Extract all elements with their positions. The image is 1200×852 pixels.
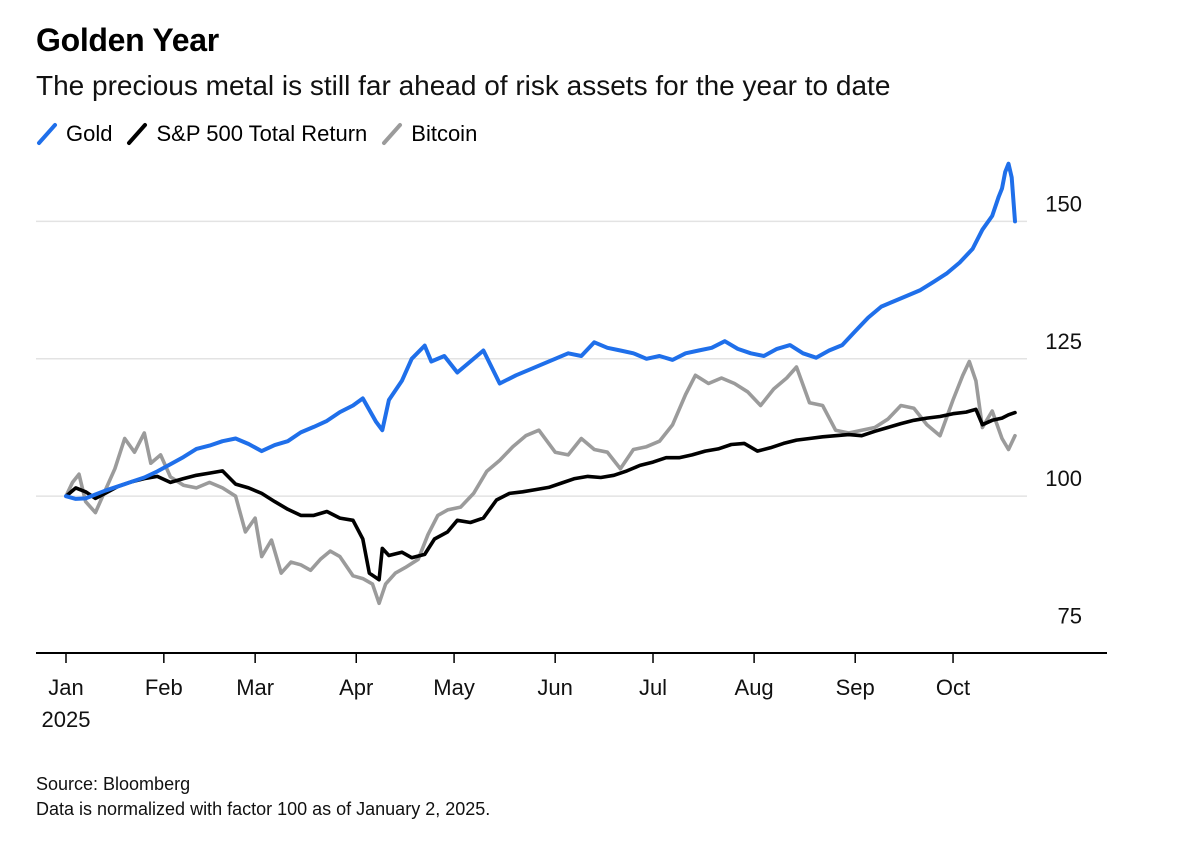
y-tick-label-125: 125 [1045, 329, 1082, 354]
x-tick-label-feb: Feb [145, 675, 183, 700]
x-tick-label-jan: Jan [48, 675, 83, 700]
chart-subtitle: The precious metal is still far ahead of… [36, 70, 891, 101]
legend-item-bitcoin: Bitcoin [381, 121, 477, 147]
y-tick-label-150: 150 [1045, 191, 1082, 216]
line-chart: 75 100 125 150 Jan Feb Mar Apr May Jun Jul Aug Sep Oc… [36, 161, 1107, 732]
y-tick-label-100: 100 [1045, 466, 1082, 491]
x-tick-label-mar: Mar [236, 675, 274, 700]
x-tick-year-label: 2025 [42, 707, 91, 732]
gold-line [64, 161, 1017, 501]
legend-label-bitcoin: Bitcoin [411, 121, 478, 146]
legend-swatch-gold [37, 123, 57, 145]
x-tick-label-apr: Apr [339, 675, 373, 700]
bitcoin-line [64, 359, 1017, 606]
y-tick-label-75: 75 [1058, 604, 1082, 629]
legend-label-sp500: S&P 500 Total Return [156, 121, 368, 146]
x-tick-label-oct: Oct [936, 675, 970, 700]
x-tick-label-jun: Jun [537, 675, 572, 700]
sp500-line [64, 407, 1017, 582]
legend-swatch-sp500 [127, 123, 148, 145]
x-tick-label-may: May [433, 675, 475, 700]
legend-label-gold: Gold [66, 121, 113, 146]
x-tick-label-sep: Sep [836, 675, 875, 700]
footer: Source: Bloomberg Data is normalized wit… [36, 772, 490, 822]
chart-title: Golden Year [36, 22, 219, 58]
x-tick-label-jul: Jul [639, 675, 667, 700]
normalization-note: Data is normalized with factor 100 as of… [36, 799, 491, 819]
legend: Gold S&P 500 Total Return Bitcoin [36, 118, 491, 150]
legend-item-sp500: S&P 500 Total Return [126, 121, 367, 147]
x-tick-label-aug: Aug [735, 675, 774, 700]
legend-item-gold: Gold [36, 121, 112, 147]
source-note: Source: Bloomberg [36, 774, 191, 794]
legend-swatch-bitcoin [382, 123, 403, 145]
